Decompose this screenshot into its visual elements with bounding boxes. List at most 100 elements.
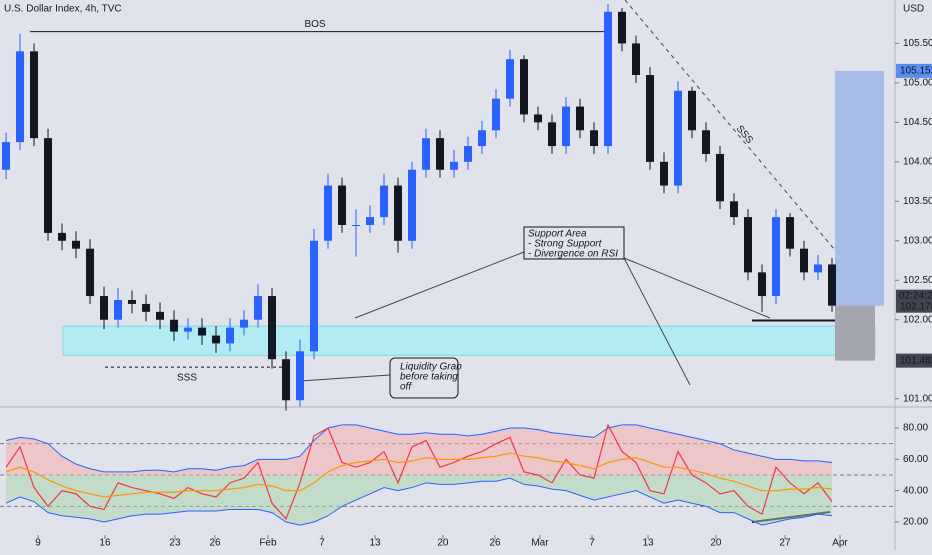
support-text: - Divergence on RSI bbox=[528, 249, 618, 260]
rsi-band-lower bbox=[5, 477, 833, 526]
candle-body bbox=[548, 122, 557, 147]
candle-body bbox=[380, 185, 389, 218]
target-tag-label: 105.152 bbox=[900, 66, 932, 77]
candle-body bbox=[100, 296, 109, 320]
candle-body bbox=[716, 153, 725, 202]
target-zone bbox=[835, 70, 884, 306]
candle-body bbox=[142, 303, 151, 312]
support-box bbox=[523, 226, 625, 260]
liquidity-text: before taking bbox=[400, 372, 458, 383]
candle-body bbox=[268, 296, 277, 360]
stop-tag bbox=[896, 353, 932, 368]
y-tick-label: 103.000 bbox=[903, 235, 932, 246]
y-tick-label: 105.500 bbox=[903, 38, 932, 49]
target-tag bbox=[896, 63, 932, 78]
candle-body bbox=[366, 217, 375, 225]
candle-body bbox=[16, 51, 25, 143]
x-tick-label: 7 bbox=[319, 538, 325, 549]
x-tick-label: 13 bbox=[642, 538, 654, 549]
candle-body bbox=[2, 142, 11, 170]
liquidity-box bbox=[389, 357, 459, 399]
candle-body bbox=[492, 98, 501, 131]
candle-body bbox=[604, 11, 613, 147]
stop-tag-label: 101.482 bbox=[900, 355, 932, 366]
y-tick-label: 104.000 bbox=[903, 156, 932, 167]
y-tick-label: 101.000 bbox=[903, 393, 932, 404]
candle-body bbox=[254, 296, 263, 320]
x-tick-label: 7 bbox=[589, 538, 595, 549]
y-tick-label: 103.500 bbox=[903, 196, 932, 207]
x-tick-label: 26 bbox=[489, 538, 501, 549]
rsi-y-tick-label: 80.00 bbox=[903, 423, 928, 434]
countdown-label: 02:24:24 bbox=[899, 290, 932, 301]
stop-zone bbox=[835, 305, 875, 361]
rsi-line bbox=[5, 423, 833, 520]
candle-body bbox=[408, 169, 417, 241]
rsi-y-tick-label: 60.00 bbox=[903, 454, 928, 465]
x-tick-label: 20 bbox=[710, 538, 722, 549]
candle-body bbox=[786, 217, 795, 249]
x-tick-label: 9 bbox=[35, 538, 41, 549]
candle-body bbox=[394, 185, 403, 241]
rsi-band-fill bbox=[6, 475, 833, 526]
rsi-y-tick-label: 20.00 bbox=[903, 517, 928, 528]
candle-body bbox=[828, 264, 837, 306]
liquidity-text: off bbox=[400, 382, 412, 393]
candle-body bbox=[632, 43, 641, 75]
candle-body bbox=[170, 319, 179, 332]
x-tick-label: Mar bbox=[531, 538, 549, 549]
candle-body bbox=[660, 161, 669, 186]
currency: USD bbox=[903, 4, 924, 15]
candle-body bbox=[688, 90, 697, 131]
candle-body bbox=[226, 327, 235, 344]
candle-body bbox=[730, 201, 739, 218]
candle-body bbox=[744, 217, 753, 273]
support-text: Support Area bbox=[528, 229, 587, 240]
candle-body bbox=[436, 138, 445, 170]
candle-body bbox=[464, 146, 473, 162]
candle-body bbox=[674, 90, 683, 186]
candle-body bbox=[814, 264, 823, 273]
candle-body bbox=[352, 225, 361, 226]
candle-body bbox=[30, 51, 39, 139]
y-tick-label: 102.000 bbox=[903, 314, 932, 325]
candle-body bbox=[156, 311, 165, 320]
x-tick-label: 26 bbox=[209, 538, 221, 549]
candle-body bbox=[422, 138, 431, 170]
candle-body bbox=[478, 130, 487, 147]
rsi-band-fill bbox=[6, 424, 833, 476]
support-text: - Strong Support bbox=[528, 239, 603, 250]
candle-body bbox=[590, 130, 599, 147]
candle-body bbox=[240, 319, 249, 328]
candle-body bbox=[198, 327, 207, 336]
candle-body bbox=[506, 59, 515, 99]
y-tick-label: 105.000 bbox=[903, 78, 932, 89]
candle-body bbox=[324, 185, 333, 241]
candle-body bbox=[58, 232, 67, 241]
candle-body bbox=[758, 272, 767, 297]
candle-body bbox=[212, 335, 221, 344]
x-tick-label: 16 bbox=[99, 538, 111, 549]
candle-body bbox=[338, 185, 347, 225]
x-tick-label: 13 bbox=[369, 538, 381, 549]
candle-body bbox=[44, 138, 53, 233]
candle-body bbox=[800, 248, 809, 273]
arrow bbox=[354, 251, 525, 319]
candle-body bbox=[114, 300, 123, 320]
x-tick-label: 23 bbox=[169, 538, 181, 549]
sss-label: SSS bbox=[177, 373, 197, 384]
candle-body bbox=[576, 106, 585, 131]
entry-tag-label: 102.178 bbox=[900, 301, 932, 312]
y-tick-label: 104.500 bbox=[903, 117, 932, 128]
candle-body bbox=[534, 114, 543, 123]
candle-body bbox=[450, 161, 459, 170]
x-tick-label: 20 bbox=[437, 538, 449, 549]
x-tick-label: Feb bbox=[259, 538, 277, 549]
candle-body bbox=[702, 130, 711, 154]
candle-body bbox=[520, 59, 529, 115]
x-tick-label: 27 bbox=[779, 538, 791, 549]
rsi-band-upper bbox=[5, 424, 833, 473]
candle-body bbox=[282, 359, 291, 401]
arrow bbox=[299, 374, 391, 382]
